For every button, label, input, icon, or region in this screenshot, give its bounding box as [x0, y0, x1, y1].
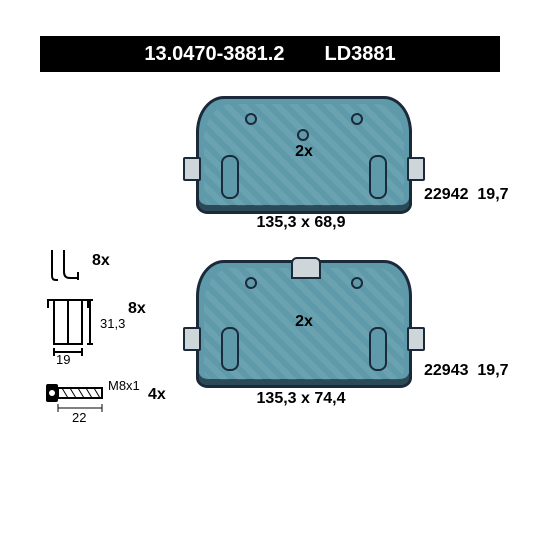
clip-qty: 8x	[92, 252, 110, 270]
brake-pad-top: 2x	[196, 96, 412, 214]
bolt-spec: M8x1	[108, 378, 140, 393]
bracket-w: 19	[56, 352, 70, 367]
pad-bottom-qty: 2x	[199, 313, 409, 331]
clip-icon	[46, 246, 86, 282]
header-bar: 13.0470-3881.2 LD3881	[40, 36, 500, 72]
pad-bottom-ref: 22943 19,7	[424, 362, 509, 380]
bracket-qty: 8x	[128, 300, 146, 318]
part-code: LD3881	[324, 43, 395, 66]
pad-bottom-dims: 135,3 x 74,4	[196, 390, 406, 408]
part-number: 13.0470-3881.2	[144, 43, 284, 66]
pad-top-qty: 2x	[199, 143, 409, 161]
bolt-qty: 4x	[148, 386, 166, 404]
pad-top-ref: 22942 19,7	[424, 186, 509, 204]
bolt-len: 22	[72, 410, 86, 425]
bracket-h: 31,3	[100, 316, 125, 331]
brake-pad-bottom: 2x	[196, 260, 412, 388]
pad-top-dims: 135,3 x 68,9	[196, 214, 406, 232]
bracket-icon	[42, 294, 98, 358]
